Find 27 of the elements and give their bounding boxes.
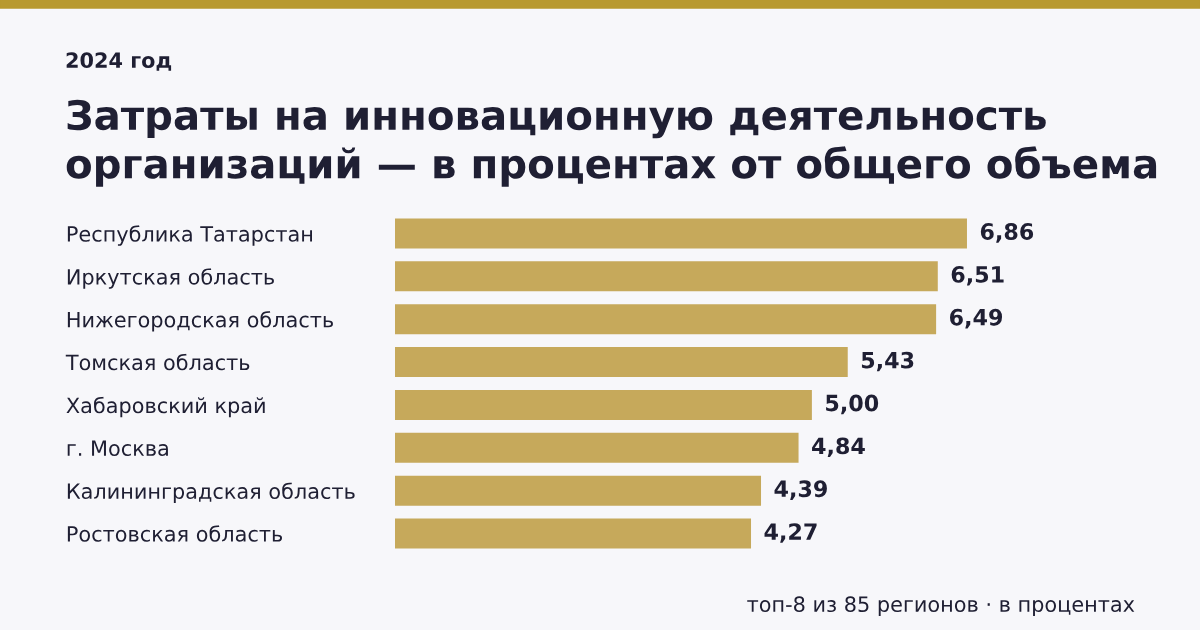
data-label: 6,49 — [950, 308, 1003, 329]
y-tick-label: Калининградская область — [67, 482, 355, 504]
y-tick-label: Нижегородская область — [67, 311, 333, 332]
y-tick-label: Хабаровский край — [66, 396, 265, 418]
y-tick-label: Ростовская область — [67, 525, 283, 542]
bar — [395, 389, 812, 420]
bar — [395, 518, 752, 549]
bar — [395, 218, 967, 249]
data-label: 5,00 — [826, 394, 879, 415]
y-tick-label: Томская область — [65, 353, 250, 371]
bar — [395, 347, 848, 378]
data-label: 6,86 — [980, 223, 1034, 243]
bar — [395, 261, 938, 292]
bar — [395, 475, 762, 506]
data-label: 5,43 — [861, 351, 914, 372]
y-tick-label: Республика Татарстан — [67, 225, 312, 246]
y-tick-label: Иркутская область — [67, 268, 274, 289]
data-label: 4,27 — [764, 523, 817, 543]
data-label: 4,39 — [774, 480, 827, 500]
text: 2024 год — [66, 52, 172, 71]
chart-title: Затраты на инновационную деятельность организаций — в процентах от общего объема — [66, 99, 1157, 187]
bar — [395, 432, 799, 463]
y-tick-label: г. Москва — [67, 440, 168, 457]
bar — [395, 304, 937, 335]
text: топ-8 из 85 регионов · в процентах — [747, 596, 1135, 617]
data-label: 4,84 — [812, 437, 865, 458]
data-label: 6,51 — [951, 265, 1004, 286]
